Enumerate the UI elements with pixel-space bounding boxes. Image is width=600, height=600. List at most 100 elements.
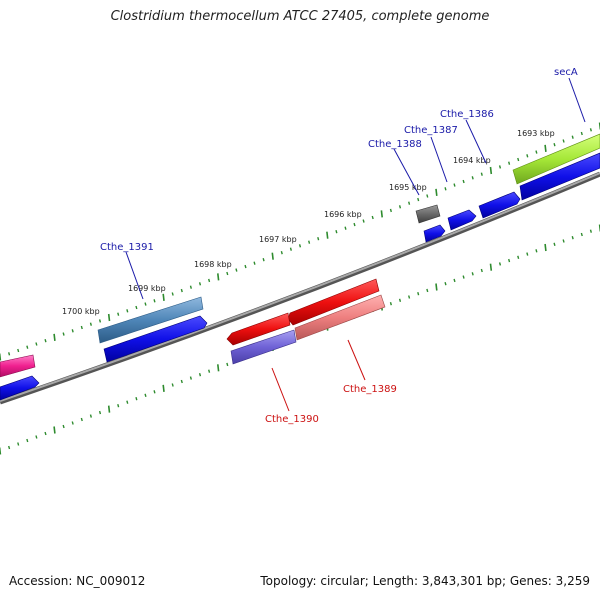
kbp-labels: 1693 kbp 1694 kbp 1695 kbp 1696 kbp 1697… (62, 129, 555, 316)
kbp-label-1698: 1698 kbp (194, 260, 232, 269)
kbp-label-1699: 1699 kbp (128, 284, 166, 293)
outer-tick (80, 325, 83, 330)
outer-tick (553, 143, 556, 147)
accession-text: Accession: NC_009012 (9, 574, 146, 588)
inner-tick (35, 435, 38, 439)
outer-tick (435, 188, 438, 196)
inner-tick (126, 400, 129, 404)
inner-tick (489, 263, 493, 271)
inner-tick (198, 373, 202, 377)
outer-tick (98, 319, 102, 323)
forward-inner-genes (0, 152, 600, 401)
outer-tick (117, 312, 120, 316)
inner-tick (26, 438, 29, 443)
outer-tick (462, 179, 465, 184)
inner-tick (526, 252, 529, 256)
outer-tick (326, 231, 329, 239)
inner-tick (226, 362, 229, 367)
inner-tick (462, 275, 465, 279)
outer-tick (171, 292, 174, 296)
gene-salmon (294, 294, 386, 341)
gene-blue-5 (103, 315, 208, 363)
gene-label-cthe-1391: Cthe_1391 (100, 242, 154, 253)
leader-cthe-1386 (465, 119, 487, 164)
inner-tick (117, 404, 120, 408)
outer-tick (289, 247, 292, 251)
outer-tick (8, 352, 11, 356)
outer-tick (271, 252, 274, 260)
reverse-genes (226, 278, 386, 365)
inner-tick (562, 239, 565, 243)
inner-tick (435, 283, 438, 291)
outer-tick (180, 288, 183, 293)
outer-tick (135, 305, 138, 310)
outer-tick (126, 309, 129, 313)
inner-tick (53, 426, 56, 434)
outer-tick (580, 131, 583, 136)
outer-tick (426, 194, 429, 198)
inner-tick (17, 442, 20, 446)
gene-label-cthe-1386: Cthe_1386 (440, 109, 494, 120)
label-leaders (125, 77, 586, 412)
kbp-label-1694: 1694 kbp (453, 156, 491, 165)
outer-tick (208, 278, 211, 283)
forward-outer-genes (0, 133, 600, 378)
inner-tick (89, 414, 92, 418)
outer-tick (144, 302, 147, 306)
inner-tick (571, 236, 574, 240)
inner-tick (107, 405, 111, 413)
inner-tick (426, 288, 429, 293)
inner-tick (508, 258, 511, 263)
gene-cthe-1388 (415, 204, 441, 224)
outer-tick (408, 201, 411, 205)
map-title: Clostridium thermocellum ATCC 27405, com… (110, 9, 490, 24)
outer-tick (335, 230, 338, 234)
kbp-label-1693: 1693 kbp (517, 129, 555, 138)
gene-blue-2 (478, 191, 521, 219)
inner-tick (44, 431, 47, 436)
outer-tick (162, 293, 165, 301)
gene-cthe-1390 (226, 312, 291, 346)
leader-cthe-1391 (125, 251, 144, 300)
outer-tick (371, 215, 374, 220)
inner-tick (98, 410, 102, 415)
leader-cthe-1388 (393, 148, 420, 196)
leader-cthe-1387 (430, 136, 448, 183)
topology-summary: Topology: circular; Length: 3,843,301 bp… (260, 574, 590, 588)
inner-tick (180, 379, 183, 384)
inner-tick (208, 369, 211, 373)
gene-label-cthe-1387: Cthe_1387 (404, 125, 458, 136)
gene-seca (512, 133, 600, 185)
outer-tick (153, 299, 156, 303)
outer-tick (571, 135, 574, 139)
kbp-label-1700: 1700 kbp (62, 307, 100, 316)
gene-blue-1 (519, 152, 600, 201)
kbp-label-1697: 1697 kbp (259, 235, 297, 244)
inner-tick (498, 262, 502, 266)
inner-tick (580, 232, 583, 237)
leader-cthe-1389 (347, 339, 366, 381)
gene-label-cthe-1390: Cthe_1390 (265, 414, 319, 425)
inner-tick (153, 390, 156, 394)
outer-tick (262, 258, 265, 262)
inner-tick (553, 242, 556, 246)
outer-tick (107, 313, 111, 322)
outer-tick (71, 329, 74, 333)
gene-blue-3 (447, 209, 477, 231)
outer-tick (17, 348, 20, 353)
gene-blue-4 (423, 224, 446, 243)
outer-tick (535, 150, 538, 154)
outer-tick (562, 139, 565, 143)
outer-tick (353, 222, 356, 227)
outer-tick (317, 237, 320, 241)
inner-tick (171, 383, 174, 387)
gene-label-cthe-1388: Cthe_1388 (368, 139, 422, 150)
outer-tick (280, 251, 283, 255)
outer-tick (62, 332, 65, 336)
outer-tick (389, 208, 392, 213)
outer-tick (480, 172, 483, 176)
inner-tick (517, 255, 520, 259)
genome-backbone (0, 171, 600, 405)
outer-tick-ring (0, 122, 600, 361)
